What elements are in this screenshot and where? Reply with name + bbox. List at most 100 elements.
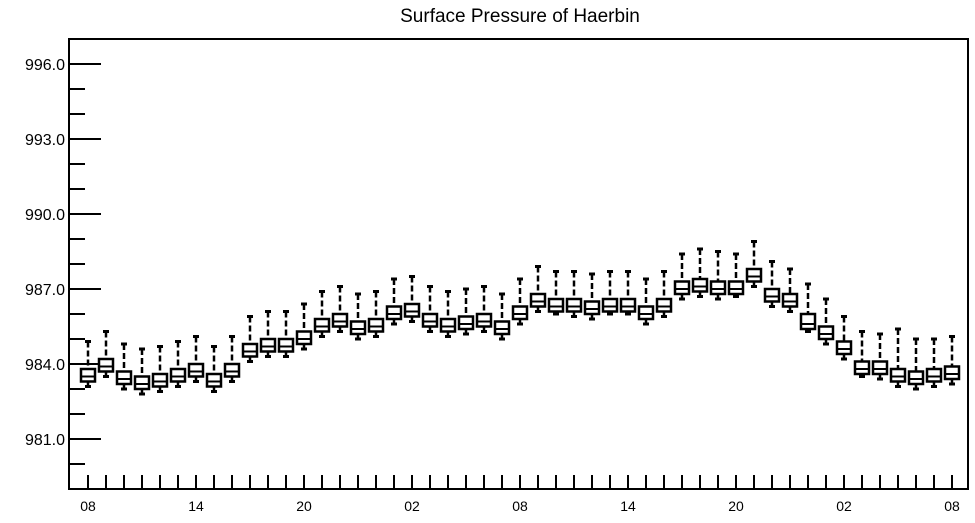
box-item: [763, 260, 781, 308]
x-tick-label: 14: [620, 498, 636, 514]
box: [421, 312, 439, 328]
box: [745, 267, 763, 283]
box-item: [853, 330, 871, 378]
box-item: [187, 335, 205, 383]
box-item: [457, 287, 475, 336]
y-tick-label: 996.0: [25, 57, 65, 74]
box: [781, 292, 799, 308]
box-item: [565, 270, 583, 318]
x-tick-label: 14: [188, 498, 204, 514]
box: [817, 325, 835, 341]
box-item: [403, 275, 421, 323]
x-tick-label: 20: [296, 498, 312, 514]
box: [475, 312, 493, 328]
box: [853, 360, 871, 376]
box: [295, 330, 313, 346]
box-item: [385, 277, 403, 326]
box: [727, 280, 745, 296]
box-item: [277, 310, 295, 358]
x-tick-label: 08: [944, 498, 960, 514]
box: [583, 300, 601, 316]
box: [97, 357, 115, 373]
x-tick-label: 02: [404, 498, 420, 514]
box: [205, 372, 223, 388]
box-item: [79, 340, 97, 388]
box: [151, 372, 169, 388]
box-item: [799, 282, 817, 333]
box: [241, 342, 259, 358]
box-item: [439, 290, 457, 338]
box-item: [889, 327, 907, 388]
box: [313, 317, 331, 333]
y-tick-label: 981.0: [25, 432, 65, 449]
box: [907, 370, 925, 386]
box-item: [493, 292, 511, 341]
box: [403, 302, 421, 318]
y-tick-label: 990.0: [25, 207, 65, 224]
box: [565, 297, 583, 313]
box-item: [205, 345, 223, 393]
box: [601, 297, 619, 313]
box-item: [97, 330, 115, 378]
box-item: [583, 272, 601, 321]
x-axis: 08 14 20 02 08 14 20 02 08: [80, 475, 960, 514]
box-series: [79, 240, 961, 396]
box-item: [619, 270, 637, 316]
box-item: [727, 252, 745, 298]
x-tick-label: 08: [80, 498, 96, 514]
box-item: [295, 302, 313, 351]
box: [367, 317, 385, 333]
box: [673, 280, 691, 296]
box-item: [331, 285, 349, 333]
y-tick-label: 993.0: [25, 132, 65, 149]
box-item: [259, 310, 277, 358]
plot-frame: [68, 38, 969, 490]
box: [439, 317, 457, 333]
box: [511, 305, 529, 321]
box: [349, 320, 367, 336]
box-item: [943, 335, 961, 386]
box: [169, 367, 187, 383]
x-tick-label: 08: [512, 498, 528, 514]
box-item: [547, 270, 565, 316]
box-item: [871, 332, 889, 381]
box-item: [115, 342, 133, 391]
box: [925, 367, 943, 383]
box: [259, 337, 277, 353]
box-item: [781, 267, 799, 313]
box: [457, 315, 475, 331]
box-item: [313, 290, 331, 338]
box: [871, 360, 889, 376]
box-item: [745, 240, 763, 288]
x-tick-label: 02: [836, 498, 852, 514]
box-item: [349, 292, 367, 341]
box: [619, 297, 637, 313]
box-item: [511, 277, 529, 326]
box-item: [817, 297, 835, 346]
box: [763, 287, 781, 303]
y-tick-label: 984.0: [25, 357, 65, 374]
box: [493, 320, 511, 336]
box: [277, 337, 295, 353]
box-item: [169, 340, 187, 388]
box: [79, 367, 97, 383]
box: [187, 362, 205, 378]
box: [799, 312, 817, 331]
box: [889, 367, 907, 383]
box: [943, 365, 961, 381]
box-item: [925, 337, 943, 388]
y-tick-label: 987.0: [25, 282, 65, 299]
box-item: [133, 347, 151, 396]
box-item: [709, 250, 727, 301]
box-item: [601, 270, 619, 316]
box-item: [835, 315, 853, 361]
box-item: [241, 315, 259, 363]
chart-title: Surface Pressure of Haerbin: [400, 6, 640, 27]
y-axis: 981.0 984.0 987.0 990.0 993.0 996.0: [25, 38, 101, 465]
box: [835, 340, 853, 356]
box-item: [529, 265, 547, 313]
box: [637, 305, 655, 321]
box: [529, 292, 547, 308]
box-item: [151, 345, 169, 393]
